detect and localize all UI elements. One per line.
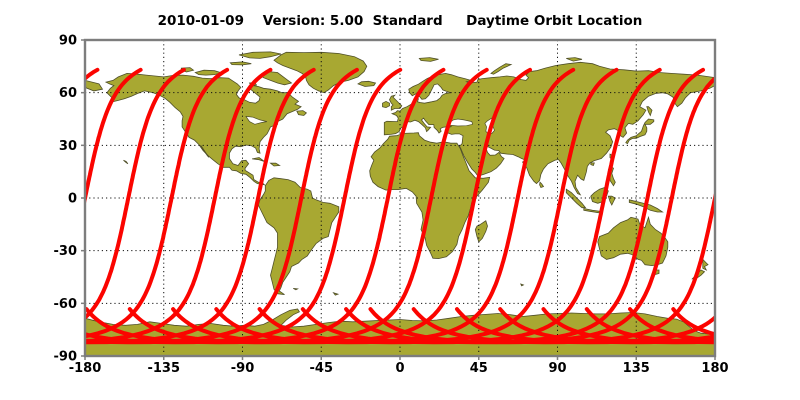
landmass-severnaya-zemlya [566, 57, 583, 62]
landmass-iceland [357, 80, 377, 87]
x-tick-label: 0 [395, 361, 404, 376]
landmass-ellesmere-island [238, 51, 282, 59]
lake-great-lakes [245, 115, 268, 125]
x-tick-label: -45 [310, 361, 334, 376]
orbit-track [760, 70, 800, 343]
y-tick-label: -30 [54, 244, 78, 259]
landmass-sakhalin [646, 106, 653, 117]
landmass-baffin-island [259, 71, 293, 86]
landmass-south-georgia [332, 292, 340, 296]
landmass-svalbard [418, 57, 439, 62]
landmass-baja-california [200, 145, 210, 158]
landmass-sri-lanka [539, 181, 545, 188]
y-tick-label: 90 [59, 34, 77, 49]
x-tick-label: -135 [147, 361, 180, 376]
x-tick-label: 135 [623, 361, 650, 376]
landmass-hainan [590, 162, 595, 167]
x-tick-label: 180 [701, 361, 728, 376]
plot-title: 2010-01-09 Version: 5.00 Standard Daytim… [157, 13, 643, 29]
orbit-track [344, 67, 705, 345]
landmass-ireland [382, 100, 390, 109]
landmass-novaya-zemlya [490, 63, 513, 75]
orbit-track [85, 67, 230, 339]
y-tick-label: -90 [54, 350, 78, 365]
landmass-devon-island [229, 61, 252, 66]
landmass-hispaniola [269, 162, 281, 167]
landmass-south-america [257, 177, 340, 295]
landmass-australia [597, 215, 669, 267]
y-tick-label: 0 [68, 192, 77, 207]
x-tick-label: 90 [548, 361, 566, 376]
y-tick-label: 30 [59, 139, 77, 154]
orbit-track [714, 307, 715, 311]
landmass-madagascar [474, 220, 488, 243]
orbit-track [257, 67, 619, 345]
landmass-japan [625, 118, 655, 145]
landmass-north-america [104, 72, 302, 186]
orbit-track [85, 67, 143, 209]
y-tick-label: 60 [59, 86, 77, 101]
landmass-chukotka-west-edge [85, 79, 104, 92]
x-tick-label: 45 [470, 361, 488, 376]
x-tick-label: -180 [69, 361, 102, 376]
orbit-track [85, 67, 186, 321]
landmass-newfoundland [296, 110, 308, 116]
orbit-track [300, 67, 662, 345]
x-tick-label: -90 [231, 361, 255, 376]
landmass-nz-north [702, 258, 709, 271]
landmass-greenland [273, 51, 368, 94]
landmass-kerguelen [520, 283, 525, 287]
landmass-falklands [293, 288, 299, 291]
landmass-hawaii [123, 159, 129, 165]
orbit-track [0, 70, 30, 343]
orbit-track [85, 67, 100, 82]
landmass-sumatra [565, 188, 587, 209]
y-tick-label: -60 [54, 297, 78, 312]
